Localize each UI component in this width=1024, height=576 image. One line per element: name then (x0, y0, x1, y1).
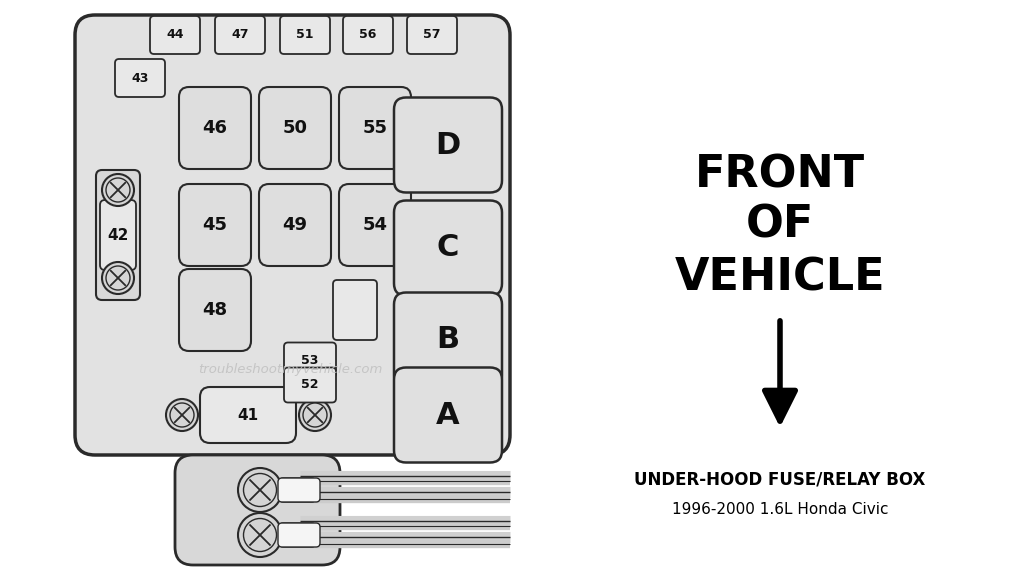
Text: 1996-2000 1.6L Honda Civic: 1996-2000 1.6L Honda Civic (672, 502, 888, 517)
FancyBboxPatch shape (115, 59, 165, 97)
FancyBboxPatch shape (96, 170, 140, 300)
FancyBboxPatch shape (175, 455, 340, 565)
FancyBboxPatch shape (278, 523, 319, 547)
FancyBboxPatch shape (339, 184, 411, 266)
FancyBboxPatch shape (407, 16, 457, 54)
FancyBboxPatch shape (284, 367, 336, 403)
Circle shape (238, 513, 282, 557)
FancyBboxPatch shape (215, 16, 265, 54)
FancyBboxPatch shape (343, 16, 393, 54)
Text: 43: 43 (131, 71, 148, 85)
FancyBboxPatch shape (280, 16, 330, 54)
FancyBboxPatch shape (179, 184, 251, 266)
FancyBboxPatch shape (150, 16, 200, 54)
Circle shape (102, 174, 134, 206)
Circle shape (244, 473, 276, 506)
FancyBboxPatch shape (394, 200, 502, 295)
FancyBboxPatch shape (259, 87, 331, 169)
Circle shape (106, 266, 130, 290)
Text: UNDER-HOOD FUSE/RELAY BOX: UNDER-HOOD FUSE/RELAY BOX (634, 471, 926, 489)
Text: C: C (437, 233, 459, 263)
Circle shape (299, 399, 331, 431)
Text: 53: 53 (301, 354, 318, 366)
Text: B: B (436, 325, 460, 354)
FancyBboxPatch shape (339, 87, 411, 169)
Circle shape (244, 518, 276, 551)
Text: 42: 42 (108, 228, 129, 242)
Text: 47: 47 (231, 28, 249, 41)
Text: D: D (435, 131, 461, 160)
Circle shape (166, 399, 198, 431)
Text: 56: 56 (359, 28, 377, 41)
Text: 44: 44 (166, 28, 183, 41)
Text: 55: 55 (362, 119, 387, 137)
FancyBboxPatch shape (100, 200, 136, 270)
FancyBboxPatch shape (394, 97, 502, 192)
FancyBboxPatch shape (284, 343, 336, 377)
Text: 51: 51 (296, 28, 313, 41)
FancyBboxPatch shape (179, 87, 251, 169)
Text: A: A (436, 400, 460, 430)
Circle shape (102, 262, 134, 294)
FancyBboxPatch shape (280, 478, 315, 502)
Text: 48: 48 (203, 301, 227, 319)
Text: 46: 46 (203, 119, 227, 137)
Text: VEHICLE: VEHICLE (675, 256, 886, 300)
Circle shape (238, 468, 282, 512)
Text: 52: 52 (301, 378, 318, 392)
Circle shape (303, 403, 327, 427)
FancyBboxPatch shape (179, 269, 251, 351)
Text: 50: 50 (283, 119, 307, 137)
Text: 57: 57 (423, 28, 440, 41)
FancyBboxPatch shape (75, 15, 510, 455)
FancyBboxPatch shape (259, 184, 331, 266)
Text: 54: 54 (362, 216, 387, 234)
Text: FRONT: FRONT (695, 153, 865, 196)
Circle shape (170, 403, 194, 427)
Text: OF: OF (745, 203, 814, 247)
FancyBboxPatch shape (333, 280, 377, 340)
FancyBboxPatch shape (394, 367, 502, 463)
FancyBboxPatch shape (394, 293, 502, 388)
FancyBboxPatch shape (200, 387, 296, 443)
Text: 45: 45 (203, 216, 227, 234)
FancyBboxPatch shape (280, 523, 315, 547)
Text: troubleshootmyvehicle.com: troubleshootmyvehicle.com (198, 363, 382, 377)
Circle shape (106, 178, 130, 202)
Text: 41: 41 (238, 407, 259, 423)
Text: 49: 49 (283, 216, 307, 234)
FancyBboxPatch shape (278, 478, 319, 502)
